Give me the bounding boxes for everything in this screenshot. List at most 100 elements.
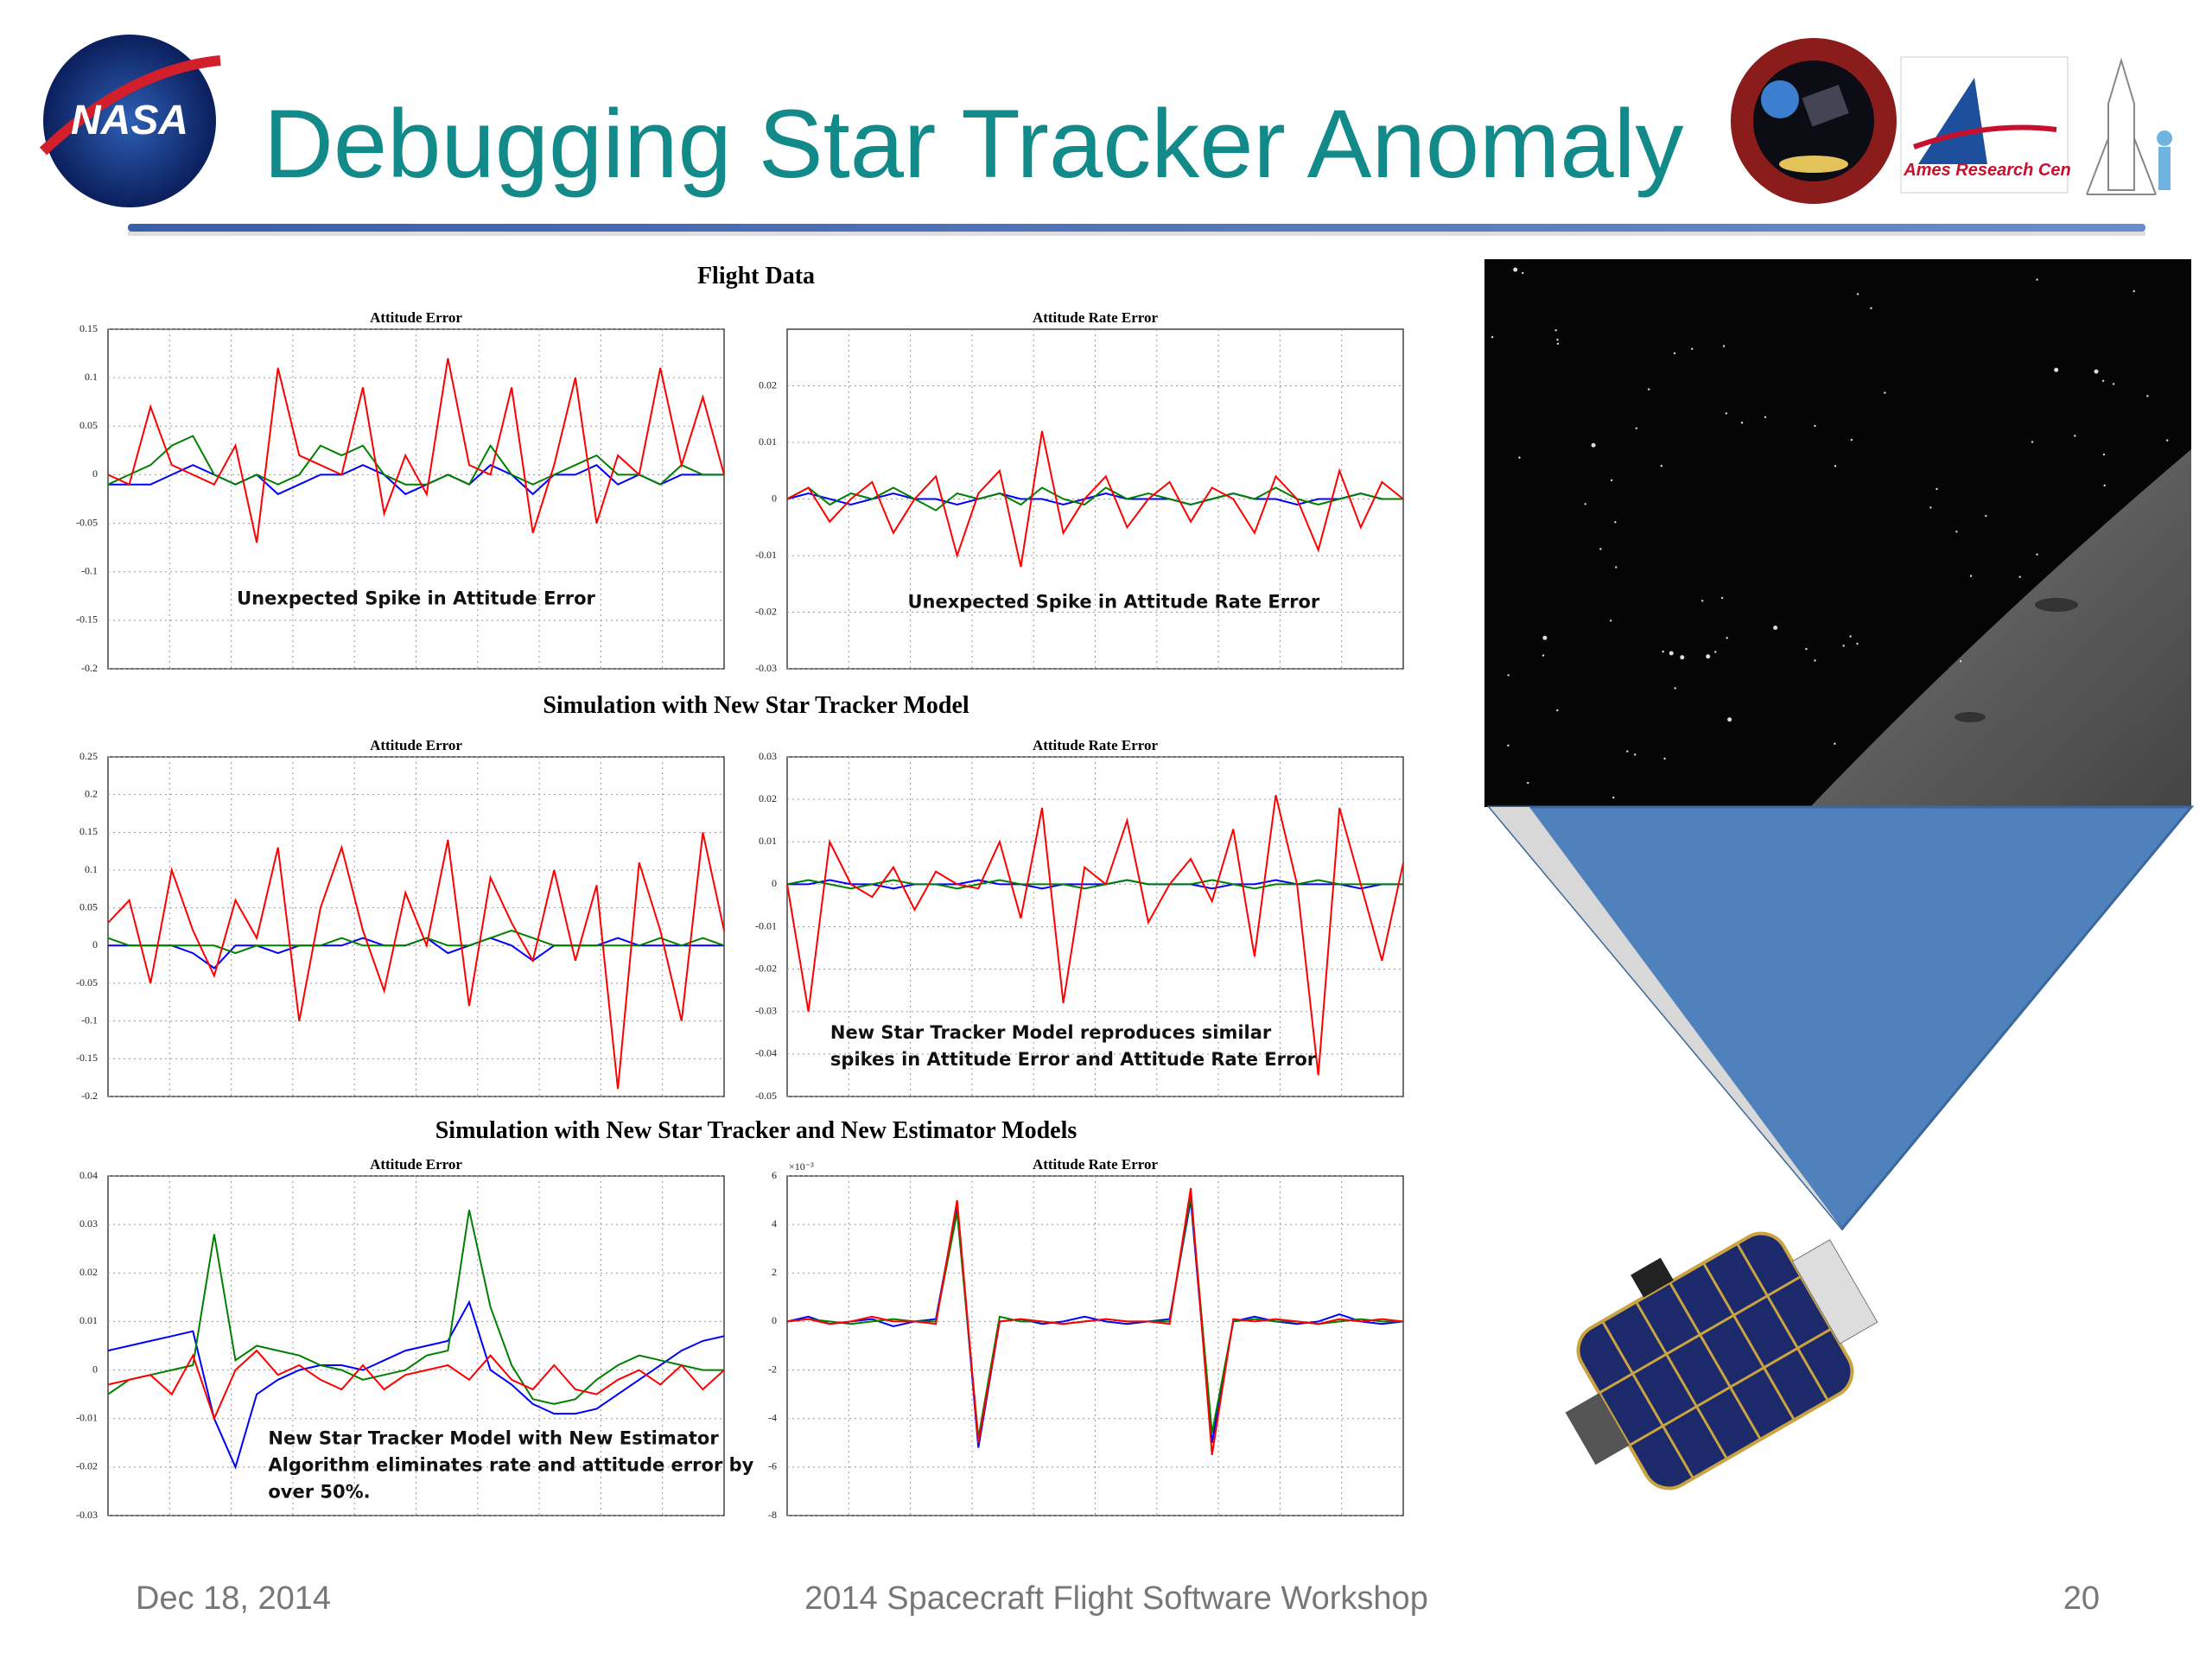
star (1714, 651, 1717, 653)
chart: Attitude Error 0.04 0.03 0.02 0.01 0 -0.01 -0.0… (76, 1156, 754, 1521)
star (1691, 347, 1694, 350)
star (1814, 659, 1816, 662)
star (1850, 438, 1853, 442)
y-tick-label: -0.03 (755, 662, 777, 674)
star (1673, 352, 1676, 355)
series-line (107, 929, 725, 955)
star (1959, 660, 1962, 663)
y-tick-label: -0.02 (755, 605, 777, 617)
y-tick-label: 4 (772, 1217, 777, 1230)
y-tick-label: 0.2 (85, 787, 98, 799)
star (1599, 548, 1602, 550)
star (1660, 464, 1663, 467)
y-tick-label: -6 (768, 1460, 777, 1472)
mission-patch (1731, 38, 1897, 204)
star (1556, 709, 1559, 712)
section-title: Flight Data (697, 263, 815, 289)
series-line (786, 430, 1404, 568)
series-line (107, 832, 725, 1090)
y-tick-label: 0.1 (85, 371, 98, 383)
star (2133, 289, 2135, 293)
y-tick-label: 2 (772, 1266, 777, 1278)
y-tick-label: 0 (92, 467, 98, 480)
star (1727, 717, 1732, 722)
star (1856, 293, 1859, 296)
chart-title: Attitude Rate Error (1033, 309, 1159, 326)
star (1610, 479, 1613, 482)
star (1726, 637, 1728, 639)
star (1985, 514, 1987, 518)
y-tick-label: 0.02 (79, 1266, 98, 1278)
chart: Attitude Error 0.25 0.2 0.15 0.1 0.05 0 -0.05 -0… (76, 737, 725, 1102)
y-tick-label: -0.15 (76, 1052, 98, 1064)
y-tick-label: 0.01 (759, 435, 777, 448)
y-tick-label: 0 (92, 938, 98, 950)
star (1740, 422, 1744, 424)
star (1513, 267, 1518, 272)
ames-logo: Ames Research Cen (1900, 56, 2071, 194)
star (1834, 465, 1837, 467)
star (1669, 651, 1674, 656)
chart-annotation: Unexpected Spike in Attitude Rate Error (907, 591, 1319, 612)
y-tick-label: 0 (772, 1314, 777, 1326)
star (1522, 271, 1524, 275)
y-tick-label: -2 (768, 1363, 777, 1375)
series-line (786, 1199, 1404, 1448)
star (1764, 416, 1767, 419)
star (1634, 753, 1637, 756)
y-tick-label: 0.02 (759, 378, 777, 391)
star (1969, 575, 1973, 577)
y-tick-label: -0.02 (76, 1460, 98, 1472)
star (2103, 484, 2106, 487)
plot-area (107, 328, 725, 670)
chart-title: Attitude Rate Error (1033, 737, 1159, 753)
y-tick-label: -0.05 (76, 516, 98, 528)
y-tick-label: -0.01 (76, 1411, 98, 1423)
y-tick-label: 0.02 (759, 792, 777, 804)
footer-date: Dec 18, 2014 (136, 1580, 331, 1617)
series-line (107, 1210, 724, 1405)
ladee-spacecraft (1565, 1231, 1878, 1491)
y-tick-label: -0.02 (755, 962, 777, 974)
chart-annotation: New Star Tracker Model with New Estimato… (268, 1427, 719, 1448)
y-tick-label: -0.03 (76, 1509, 98, 1521)
star (2054, 367, 2059, 372)
series-line (786, 486, 1403, 512)
nasa-logo: NASA (39, 35, 221, 207)
star (1884, 391, 1886, 394)
y-tick-label: -0.2 (81, 1090, 98, 1102)
y-tick-label: -0.15 (76, 613, 98, 626)
y-tick-label: 0.03 (79, 1217, 98, 1230)
star (1648, 388, 1650, 391)
y-tick-label: -4 (768, 1411, 777, 1423)
star (1929, 506, 1932, 509)
star (2166, 439, 2169, 442)
y-tick-label: -0.04 (755, 1047, 777, 1059)
chart-annotation: over 50%. (268, 1481, 370, 1502)
page-number: 20 (2063, 1580, 2100, 1617)
star (1674, 687, 1676, 690)
star (1680, 655, 1685, 660)
y-tick-label: 0.05 (79, 419, 98, 431)
star (2101, 379, 2105, 382)
star (1936, 487, 1938, 491)
y-tick-label: 0.15 (79, 322, 98, 334)
section-title: Simulation with New Star Tracker Model (543, 692, 969, 719)
star (1507, 674, 1510, 677)
y-tick-label: -0.2 (81, 662, 98, 674)
plot-area (107, 756, 725, 1097)
star (1542, 635, 1548, 640)
y-tick-label: 0.01 (79, 1314, 98, 1326)
plot-area (786, 1175, 1404, 1516)
star (1626, 750, 1629, 753)
ames-text: Ames Research Cen (1903, 161, 2070, 180)
star (1834, 742, 1836, 745)
y-tick-label: -0.05 (76, 976, 98, 988)
star (1591, 442, 1596, 448)
chart-annotation: Algorithm eliminates rate and attitude e… (268, 1454, 753, 1475)
star (1518, 456, 1521, 459)
y-tick-label: 6 (772, 1169, 777, 1181)
rocket-icon (2086, 57, 2172, 195)
star (1662, 650, 1664, 653)
